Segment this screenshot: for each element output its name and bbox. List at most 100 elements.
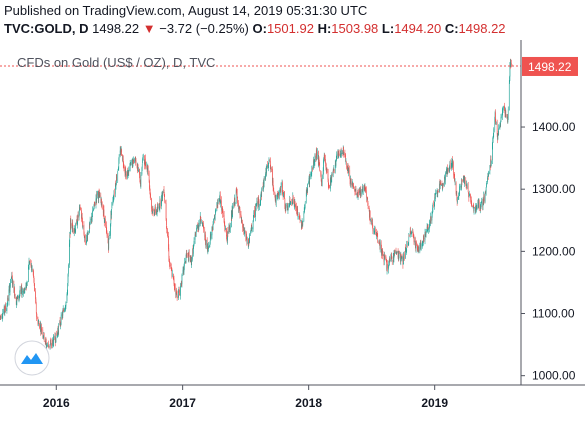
candle-up — [449, 166, 450, 172]
candle-down — [315, 154, 317, 159]
candle-up — [112, 200, 114, 203]
candle-up — [147, 168, 148, 171]
candle-down — [204, 229, 206, 238]
candle-up — [115, 184, 116, 194]
candle-up — [379, 243, 381, 249]
candle-down — [433, 203, 434, 206]
candle-down — [11, 275, 13, 278]
candle-up — [351, 182, 353, 186]
candle-up — [3, 306, 5, 313]
candle-up — [488, 174, 489, 177]
candle-down — [106, 230, 107, 232]
candle-down — [294, 202, 296, 205]
candle-down — [402, 257, 404, 265]
candle-up — [2, 311, 4, 314]
candle-down — [274, 192, 276, 194]
candle-down — [325, 159, 326, 164]
candle-up — [374, 229, 376, 231]
candle-up — [478, 202, 479, 208]
candle-up — [140, 175, 142, 187]
candle-down — [284, 207, 286, 209]
candle-up — [507, 119, 509, 123]
candle-up — [6, 304, 8, 305]
candle-up — [270, 167, 272, 169]
candle-up — [118, 156, 120, 161]
candle-up — [489, 165, 491, 172]
candle-down — [36, 315, 38, 319]
candle-down — [287, 209, 288, 211]
candle-down — [222, 206, 223, 212]
candle-down — [224, 223, 226, 228]
candle-down — [376, 232, 377, 237]
candle-up — [125, 174, 127, 177]
candle-up — [417, 250, 419, 252]
candle-up — [79, 205, 81, 207]
candle-up — [31, 268, 33, 270]
candle-down — [367, 198, 368, 199]
candle-down — [446, 170, 448, 175]
candle-up — [199, 222, 201, 224]
candle-down — [197, 224, 199, 230]
candle-up — [24, 287, 26, 291]
candle-up — [509, 62, 511, 77]
candle-down — [181, 283, 182, 285]
candle-down — [206, 239, 208, 248]
candle-up — [500, 116, 502, 122]
candle-down — [407, 244, 409, 246]
candle-down — [328, 185, 329, 187]
candle-up — [28, 261, 30, 270]
candle-down — [408, 235, 410, 236]
candle-down — [224, 227, 226, 231]
candle-down — [487, 174, 489, 177]
candle-down — [326, 168, 328, 170]
candle-down — [451, 159, 453, 166]
candle-up — [216, 205, 218, 212]
candle-up — [323, 154, 325, 158]
candle-down — [400, 253, 401, 262]
candle-down — [14, 287, 15, 297]
candle-down — [151, 209, 153, 211]
symbol-label[interactable]: TVC:GOLD, D — [4, 21, 89, 36]
price-chart[interactable]: 1000.00 1100.00 1200.00 1300.00 1400.00 2016… — [0, 40, 585, 421]
last-price-value: 1498.22 — [92, 21, 140, 36]
candle-up — [251, 228, 253, 229]
candle-up — [238, 207, 240, 210]
candle-up — [263, 181, 264, 190]
candle-up — [185, 255, 187, 260]
candle-up — [326, 168, 327, 171]
candle-up — [432, 204, 434, 208]
candle-down — [427, 225, 428, 230]
candle-up — [468, 194, 470, 197]
tradingview-logo-icon[interactable] — [14, 340, 50, 376]
candle-down — [222, 211, 223, 214]
candle-up — [359, 190, 360, 193]
candle-down — [470, 199, 472, 205]
candle-up — [268, 162, 269, 164]
candle-up — [69, 243, 70, 265]
candle-down — [374, 229, 376, 232]
candle-down — [321, 179, 322, 183]
candle-up — [184, 261, 185, 267]
candle-up — [129, 167, 131, 169]
candle-down — [34, 283, 35, 292]
candle-down — [394, 252, 395, 254]
candle-down — [357, 192, 358, 194]
candle-up — [494, 117, 496, 131]
x-tick-label: 2018 — [295, 396, 322, 410]
candle-down — [88, 231, 90, 233]
candle-down — [105, 225, 107, 227]
candle-up — [421, 244, 423, 247]
x-axis: 2016 2017 2018 2019 — [43, 385, 448, 410]
candle-down — [200, 216, 201, 221]
candle-down — [176, 294, 178, 299]
candle-up — [120, 150, 122, 153]
candle-up — [89, 220, 91, 225]
candle-down — [80, 208, 81, 210]
candle-up — [61, 314, 63, 316]
candle-down — [369, 211, 371, 221]
candle-up — [473, 208, 475, 211]
candle-down — [98, 191, 99, 200]
candle-down — [349, 177, 351, 185]
candle-up — [373, 231, 375, 233]
candle-down — [391, 254, 392, 256]
